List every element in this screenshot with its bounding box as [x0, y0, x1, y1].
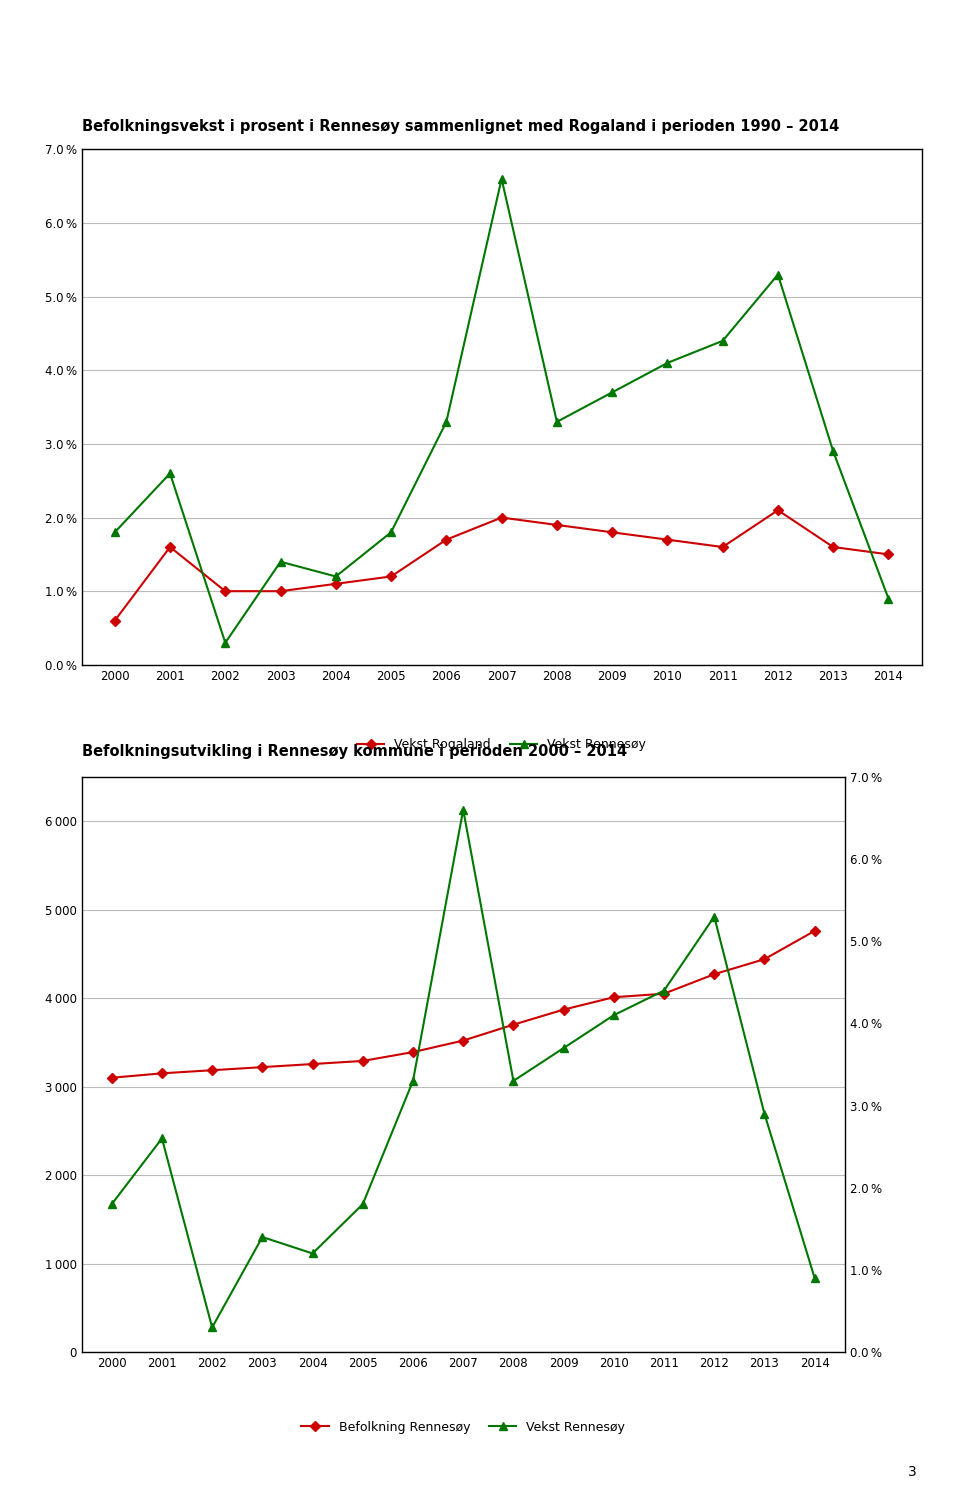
- Vekst Rogaland: [385, 568, 396, 586]
- Vekst Rogaland: [441, 530, 452, 548]
- Vekst Rennesøy: [508, 1073, 519, 1091]
- Vekst Rennesøy: [357, 1195, 369, 1213]
- Vekst Rogaland: [882, 545, 894, 563]
- Vekst Rennesøy: [275, 553, 286, 571]
- Vekst Rennesøy: [407, 1073, 419, 1091]
- Vekst Rogaland: [551, 515, 563, 533]
- Befolkning Rennesøy: [809, 922, 821, 940]
- Vekst Rennesøy: [307, 1245, 319, 1262]
- Legend: Befolkning Rennesøy, Vekst Rennesøy: Befolkning Rennesøy, Vekst Rennesøy: [296, 1416, 631, 1439]
- Befolkning Rennesøy: [256, 1058, 268, 1076]
- Vekst Rennesøy: [558, 1040, 569, 1058]
- Line: Befolkning Rennesøy: Befolkning Rennesøy: [108, 928, 818, 1082]
- Befolkning Rennesøy: [307, 1055, 319, 1073]
- Vekst Rennesøy: [256, 1228, 268, 1246]
- Vekst Rennesøy: [206, 1318, 218, 1336]
- Vekst Rennesøy: [809, 1270, 821, 1288]
- Vekst Rogaland: [661, 530, 673, 548]
- Legend: Vekst Rogaland, Vekst Rennesøy: Vekst Rogaland, Vekst Rennesøy: [352, 734, 651, 756]
- Vekst Rennesøy: [330, 568, 342, 586]
- Vekst Rennesøy: [772, 266, 783, 284]
- Vekst Rogaland: [330, 575, 342, 593]
- Befolkning Rennesøy: [608, 988, 619, 1005]
- Text: 3: 3: [908, 1466, 917, 1479]
- Vekst Rennesøy: [551, 412, 563, 430]
- Vekst Rennesøy: [758, 1106, 770, 1123]
- Vekst Rennesøy: [385, 523, 396, 541]
- Vekst Rennesøy: [882, 590, 894, 608]
- Line: Vekst Rennesøy: Vekst Rennesøy: [108, 805, 819, 1331]
- Befolkning Rennesøy: [458, 1032, 469, 1050]
- Vekst Rogaland: [495, 508, 507, 526]
- Vekst Rogaland: [164, 538, 176, 556]
- Vekst Rennesøy: [164, 465, 176, 483]
- Vekst Rogaland: [109, 611, 121, 629]
- Vekst Rennesøy: [659, 982, 670, 999]
- Text: Befolkningsvekst i prosent i Rennesøy sammenlignet med Rogaland i perioden 1990 : Befolkningsvekst i prosent i Rennesøy sa…: [82, 120, 839, 134]
- Befolkning Rennesøy: [407, 1043, 419, 1061]
- Vekst Rennesøy: [156, 1129, 168, 1147]
- Vekst Rennesøy: [220, 633, 231, 651]
- Text: Befolkningsutvikling i Rennesøy kommune i perioden 2000 – 2014: Befolkningsutvikling i Rennesøy kommune …: [82, 744, 627, 759]
- Vekst Rogaland: [275, 583, 286, 601]
- Befolkning Rennesøy: [508, 1016, 519, 1034]
- Vekst Rennesøy: [495, 170, 507, 188]
- Vekst Rogaland: [220, 583, 231, 601]
- Vekst Rogaland: [772, 500, 783, 518]
- Befolkning Rennesøy: [156, 1064, 168, 1082]
- Vekst Rennesøy: [708, 907, 720, 925]
- Vekst Rennesøy: [661, 354, 673, 372]
- Befolkning Rennesøy: [206, 1061, 218, 1079]
- Befolkning Rennesøy: [106, 1068, 117, 1086]
- Vekst Rennesøy: [608, 1007, 619, 1025]
- Befolkning Rennesøy: [357, 1052, 369, 1070]
- Vekst Rogaland: [607, 523, 618, 541]
- Vekst Rogaland: [828, 538, 839, 556]
- Befolkning Rennesøy: [708, 965, 720, 983]
- Vekst Rennesøy: [828, 442, 839, 460]
- Befolkning Rennesøy: [758, 950, 770, 968]
- Vekst Rennesøy: [441, 412, 452, 430]
- Befolkning Rennesøy: [558, 1001, 569, 1019]
- Vekst Rennesøy: [106, 1195, 117, 1213]
- Line: Vekst Rennesøy: Vekst Rennesøy: [110, 175, 893, 647]
- Vekst Rogaland: [717, 538, 729, 556]
- Vekst Rennesøy: [607, 384, 618, 402]
- Vekst Rennesøy: [717, 332, 729, 350]
- Vekst Rennesøy: [458, 801, 469, 819]
- Befolkning Rennesøy: [659, 985, 670, 1002]
- Vekst Rennesøy: [109, 523, 121, 541]
- Line: Vekst Rogaland: Vekst Rogaland: [111, 506, 892, 624]
